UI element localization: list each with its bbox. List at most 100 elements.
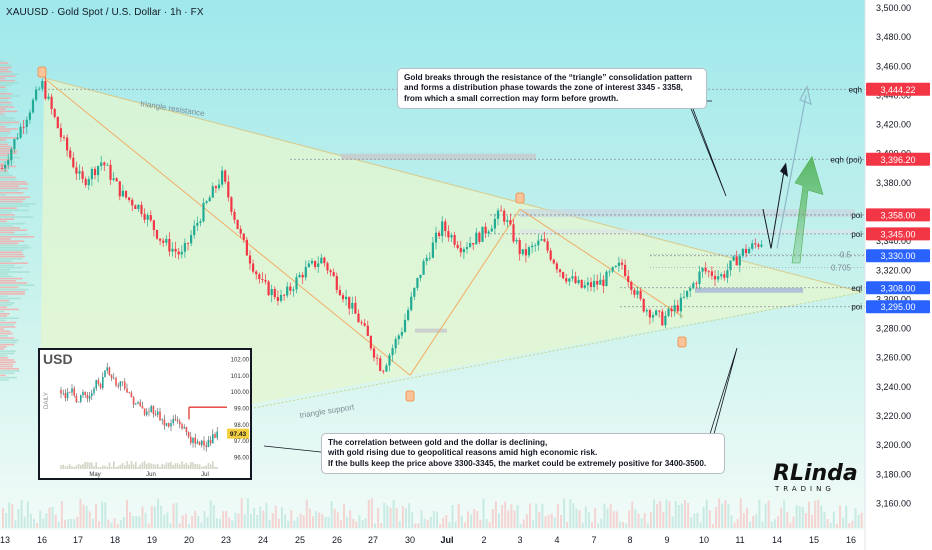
- price-tick-label: 3,480.00: [876, 32, 911, 42]
- volume-bar: [529, 503, 531, 528]
- inset-volume-bar: [82, 464, 84, 469]
- volume-profile-bar: [0, 86, 6, 88]
- volume-bar: [284, 514, 287, 528]
- inset-candle-body: [170, 423, 172, 427]
- volume-bar: [374, 523, 376, 528]
- inset-candle-body: [77, 401, 80, 403]
- candle-body: [286, 286, 289, 296]
- volume-bar: [761, 521, 764, 528]
- volume-bar: [361, 520, 364, 528]
- volume-bar: [640, 518, 643, 528]
- candle-body: [642, 298, 645, 312]
- volume-profile-bar: [0, 330, 11, 333]
- volume-profile-bar: [0, 128, 18, 130]
- volume-profile-bar: [0, 130, 11, 132]
- volume-bar: [70, 518, 73, 528]
- candle-body: [726, 270, 729, 278]
- volume-bar: [20, 500, 23, 528]
- volume-bar: [674, 501, 677, 528]
- inset-volume-bar: [209, 464, 212, 469]
- candle-body: [69, 150, 72, 158]
- volume-bar: [296, 517, 299, 528]
- inset-candle-body: [108, 367, 111, 376]
- volume-bar: [653, 499, 655, 528]
- volume-profile-bar: [0, 200, 23, 203]
- volume-bar: [842, 517, 845, 528]
- time-tick-label: 23: [221, 535, 231, 545]
- inset-candle-body: [143, 408, 146, 415]
- inset-candle-body: [179, 421, 181, 425]
- price-tag: [866, 249, 930, 263]
- candle-body: [47, 96, 50, 99]
- volume-profile-bar: [0, 244, 28, 247]
- candle-body: [565, 278, 568, 282]
- volume-bar: [860, 512, 863, 528]
- volume-bar: [305, 499, 308, 528]
- note-bottom-line: with gold rising due to geopolitical rea…: [328, 448, 598, 458]
- note-top-line: Gold breaks through the resistance of th…: [404, 73, 692, 82]
- volume-bar: [507, 510, 510, 528]
- inset-candle-body: [86, 394, 89, 399]
- candle-body: [50, 96, 53, 109]
- volume-profile-bar: [0, 238, 11, 240]
- volume-profile-bar: [0, 271, 30, 273]
- volume-bar: [798, 506, 801, 528]
- inset-volume-bar: [181, 461, 183, 469]
- volume-bar: [792, 516, 795, 528]
- inset-candle-body: [84, 391, 86, 395]
- volume-bar: [17, 509, 20, 528]
- volume-bar: [625, 523, 628, 528]
- inset-volume-bar: [117, 465, 119, 469]
- volume-bar: [88, 511, 91, 528]
- inset-candle-body: [154, 413, 157, 415]
- volume-profile-bar: [0, 196, 30, 198]
- candle-body: [664, 315, 667, 326]
- volume-bar: [39, 510, 42, 528]
- volume-bar: [228, 517, 231, 528]
- time-axis[interactable]: 13 16 17 18 19 20 23 24 25 26 27 30 Jul 2 3 4 7 8 9 10 11 14 1…: [0, 535, 856, 545]
- path-arrow-head: [780, 162, 788, 178]
- inset-volume-bar: [93, 466, 95, 469]
- candle-body: [562, 272, 565, 279]
- volume-bar: [563, 498, 566, 528]
- candle-body: [360, 322, 363, 324]
- candle-body: [531, 245, 534, 248]
- inset-volume-bar: [60, 465, 62, 469]
- volume-bar: [411, 512, 414, 528]
- candle-body: [465, 247, 469, 250]
- time-tick-label: 3: [517, 535, 522, 545]
- volume-profile-bar: [0, 183, 29, 185]
- candle-body: [183, 242, 186, 252]
- candle-body: [624, 264, 627, 277]
- volume-bar: [293, 520, 296, 528]
- volume-profile-bar: [0, 341, 17, 344]
- volume-bar: [547, 515, 550, 528]
- volume-bar: [460, 515, 463, 528]
- volume-bar: [352, 518, 355, 528]
- volume-bar: [172, 503, 175, 528]
- time-tick-label: Jul: [440, 535, 453, 545]
- price-tag-label: 3,308.00: [880, 283, 915, 293]
- candle-body: [599, 279, 602, 285]
- candle-body: [149, 215, 152, 221]
- volume-profile-bar: [0, 101, 12, 104]
- volume-profile-bar: [0, 154, 8, 157]
- inset-candle-body: [80, 395, 82, 402]
- level-label: poi: [851, 230, 862, 239]
- volume-profile-bar: [0, 236, 35, 238]
- candle-body: [701, 267, 704, 272]
- time-tick-label: 17: [73, 535, 83, 545]
- volume-profile-bar: [0, 137, 19, 139]
- triangle-resistance-line: [43, 77, 863, 293]
- volume-bar: [206, 516, 209, 528]
- time-tick-label: 11: [735, 535, 744, 545]
- volume-bar: [98, 521, 101, 528]
- volume-profile-bar: [0, 293, 25, 295]
- inset-volume-bar: [139, 464, 141, 469]
- volume-profile-bar: [0, 121, 20, 124]
- volume-bar: [479, 519, 482, 528]
- volume-profile-bar: [0, 273, 9, 275]
- candle-body: [388, 355, 391, 366]
- candle-body: [450, 235, 453, 238]
- volume-bar: [119, 520, 122, 528]
